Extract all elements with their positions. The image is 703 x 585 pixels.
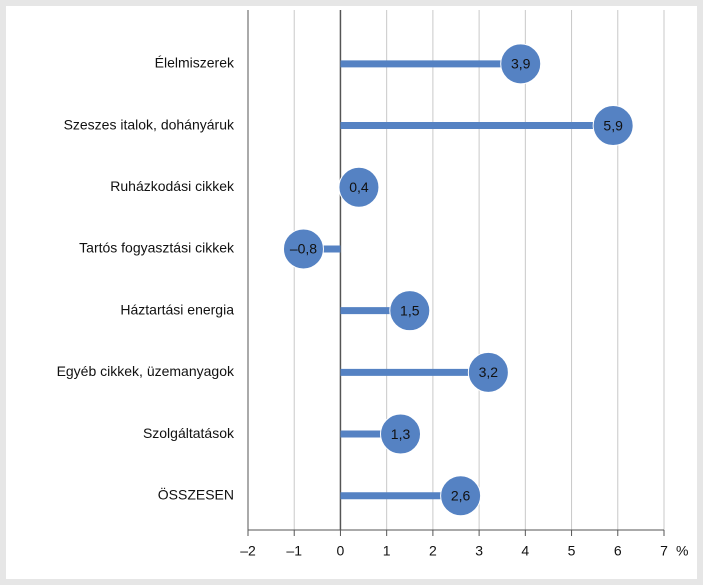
y-tick-label: Egyéb cikkek, üzemanyagok (57, 363, 235, 379)
value-label: 1,5 (400, 302, 420, 318)
x-tick-label: 4 (521, 543, 529, 559)
dot (282, 228, 324, 270)
x-axis-label: % (676, 543, 688, 559)
y-tick-label: Élelmiszerek (155, 55, 235, 71)
dot (389, 290, 431, 332)
y-tick-label: ÖSSZESEN (158, 485, 234, 502)
dot (592, 105, 634, 147)
x-tick-label: 1 (383, 543, 391, 559)
panel (6, 6, 697, 579)
value-label: 2,6 (451, 487, 471, 503)
dot (440, 475, 482, 517)
x-tick-label: 5 (568, 543, 576, 559)
x-tick-label: –2 (240, 543, 256, 559)
dot (467, 351, 509, 393)
dot (500, 43, 542, 85)
x-tick-label: 2 (429, 543, 437, 559)
value-label: 3,2 (479, 364, 499, 380)
value-label: 5,9 (603, 117, 623, 133)
y-tick-label: Háztartási energia (120, 301, 234, 317)
y-tick-label: Szeszes italok, dohányáruk (64, 116, 235, 132)
x-tick-label: 6 (614, 543, 622, 559)
value-label: 1,3 (391, 426, 411, 442)
x-tick-label: 3 (475, 543, 483, 559)
value-label: –0,8 (290, 241, 317, 257)
dot (380, 413, 422, 455)
y-tick-label: Ruházkodási cikkek (110, 178, 235, 194)
dot (338, 166, 380, 208)
y-tick-label: Tartós fogyasztási cikkek (79, 240, 235, 256)
x-tick-label: –1 (286, 543, 302, 559)
x-tick-label: 7 (660, 543, 668, 559)
value-label: 3,9 (511, 56, 531, 72)
value-label: 0,4 (349, 179, 369, 195)
x-tick-label: 0 (337, 543, 345, 559)
y-tick-label: Szolgáltatások (143, 425, 235, 441)
